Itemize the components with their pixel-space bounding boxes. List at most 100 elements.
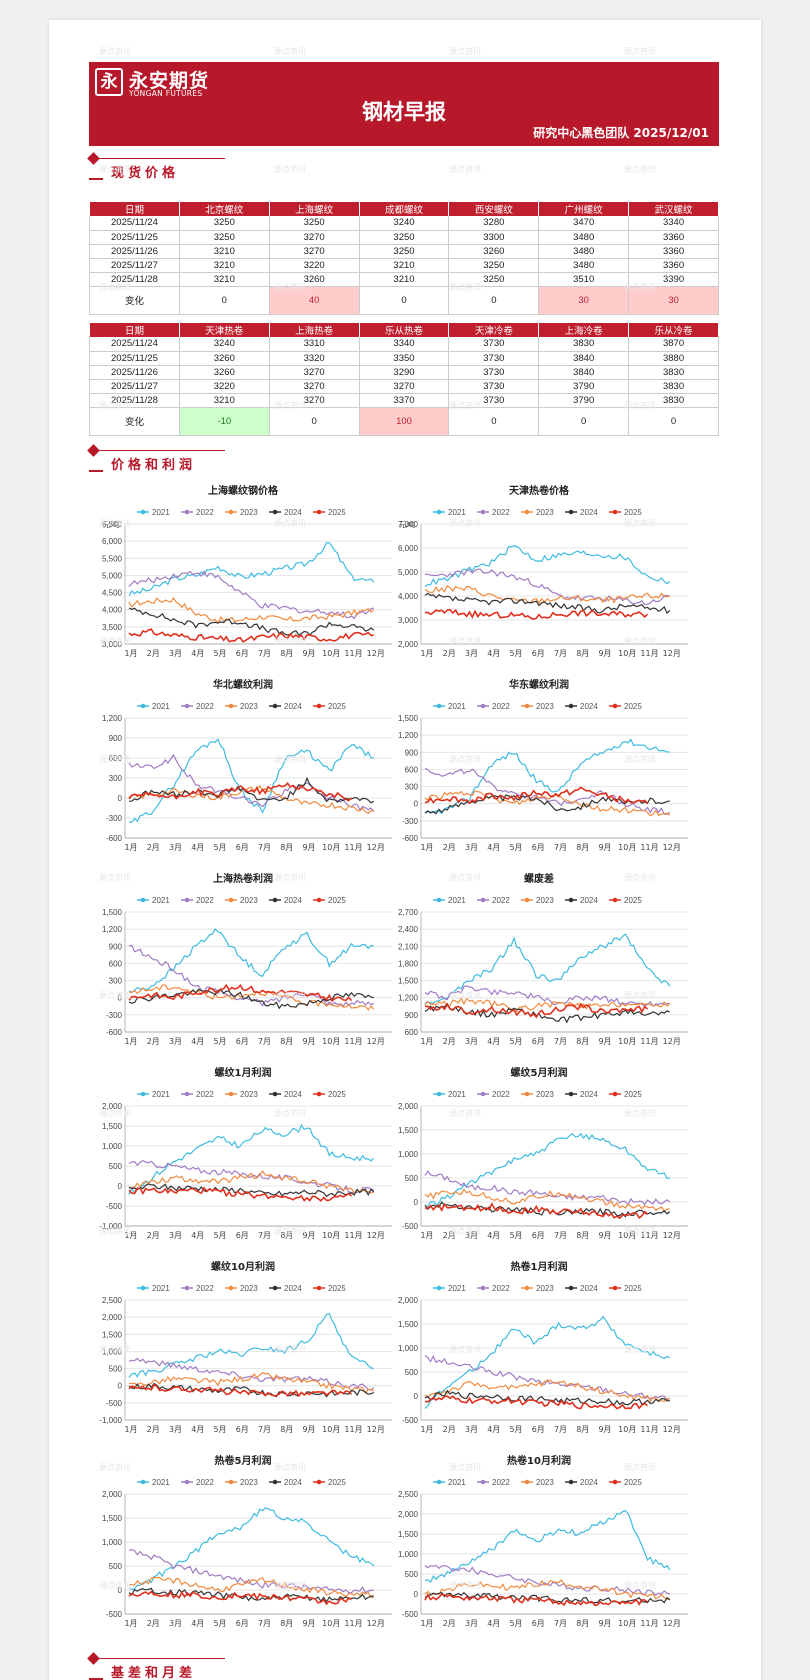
x-tick-label: 6月 [236,1231,249,1240]
legend-marker-icon [436,1285,442,1291]
y-tick-label: 1,000 [102,1538,123,1547]
logo-name-en: YONGAN FUTURES [129,89,203,98]
x-tick-label: 7月 [554,1037,567,1046]
x-tick-label: 1月 [124,1619,137,1628]
table-cell: 3240 [358,216,450,231]
legend-marker-icon [612,897,618,903]
table-cell: 3250 [358,230,450,245]
x-tick-label: 12月 [663,649,681,658]
section-divider [93,1658,225,1659]
watermark: 源点资讯 [99,873,131,882]
y-tick-label: -500 [402,1222,419,1231]
section-divider [93,450,225,451]
profit-chart: 天津热卷价格 2021 2022 2023 2024 2025 元/吨 2,000 3,000 4… [381,482,696,672]
chart-title: 热卷1月利润 [511,1260,568,1273]
table-cell: 2025/11/27 [89,379,180,394]
column-header: 上海螺纹 [268,201,360,216]
table-cell: 3250 [178,230,270,245]
legend-label: 2021 [152,1478,170,1487]
legend-marker-icon [524,509,530,515]
legend-label: 2021 [448,1284,466,1293]
x-tick-label: 8月 [576,1231,589,1240]
chart-svg: 螺废差 2021 2022 2023 2024 2025 600 900 1,200 1,500 1… [398,872,688,1046]
x-tick-label: 3月 [169,843,182,852]
series-line-2021 [128,1312,374,1378]
y-tick-label: 1,200 [398,731,419,740]
legend-marker-icon [436,1091,442,1097]
x-tick-label: 4月 [487,843,500,852]
y-tick-label: 1,000 [102,1347,123,1356]
change-cell: 40 [268,286,360,315]
series-line-2022 [128,1549,374,1594]
chart-title: 螺废差 [524,872,554,885]
x-tick-label: 1月 [420,1037,433,1046]
table-cell: 2025/11/25 [89,351,180,366]
legend-marker-icon [524,1091,530,1097]
y-tick-label: 500 [109,1562,123,1571]
legend-label: 2022 [492,508,510,517]
y-tick-label: 3,000 [398,616,419,625]
x-tick-label: 10月 [618,1231,636,1240]
legend-label: 2021 [448,1090,466,1099]
chart-svg: 上海螺纹钢价格 2021 2022 2023 2024 2025 元/吨 3,000 3,500… [102,484,392,658]
legend-label: 2024 [284,702,302,711]
series-line-2025 [424,1002,649,1019]
column-header: 乐从热卷 [358,322,450,337]
x-tick-label: 2月 [443,1425,456,1434]
legend-marker-icon [184,509,190,515]
table-cell: 3260 [178,365,270,380]
legend-label: 2022 [196,1284,214,1293]
table-cell: 3310 [268,337,360,352]
x-tick-label: 8月 [280,1425,293,1434]
change-cell: 30 [538,286,630,315]
x-tick-label: 7月 [258,1425,271,1434]
watermark: 源点资讯 [449,873,481,882]
x-tick-label: 9月 [302,649,315,658]
report-banner: 永 永安期货 YONGAN FUTURES 钢材早报 研究中心黑色团队 2025… [89,62,719,146]
series-line-2022 [424,568,670,606]
watermark: 源点资讯 [274,47,306,56]
legend-label: 2023 [240,508,258,517]
change-cell: 0 [538,407,630,436]
y-tick-label: 0 [414,1590,419,1599]
x-tick-label: 4月 [487,1425,500,1434]
section-underline [89,178,103,180]
watermark: 源点资讯 [274,165,306,174]
section-title: 基差和月差 [111,1666,197,1680]
watermark: 源点资讯 [624,1463,656,1472]
legend-marker-icon [568,1091,574,1097]
x-tick-label: 5月 [213,649,226,658]
series-line-2021 [128,1507,375,1591]
watermark: 源点资讯 [449,283,481,292]
x-tick-label: 8月 [280,1231,293,1240]
series-line-2025 [424,1395,648,1410]
section-diamond-icon [87,444,100,457]
x-tick-label: 3月 [465,649,478,658]
chart-title: 螺纹1月利润 [215,1066,272,1079]
legend-label: 2023 [240,896,258,905]
legend-marker-icon [316,509,322,515]
y-tick-label: -1,000 [99,1222,122,1231]
table-cell: 3240 [178,337,270,352]
legend-marker-icon [184,1479,190,1485]
x-tick-label: 3月 [169,1231,182,1240]
watermark: 源点资讯 [274,873,306,882]
profit-chart: 华东螺纹利润 2021 2022 2023 2024 2025 -600 -300 0 300 60… [381,676,696,866]
y-tick-label: 1,500 [398,1530,419,1539]
series-line-2023 [424,997,671,1013]
x-tick-label: 1月 [124,1037,137,1046]
legend-marker-icon [140,1285,146,1291]
legend-label: 2025 [328,1478,346,1487]
y-tick-label: 2,000 [398,1510,419,1519]
legend-marker-icon [568,1285,574,1291]
x-tick-label: 12月 [663,1619,681,1628]
change-cell: -10 [178,407,270,436]
series-line-2022 [424,985,670,1008]
x-tick-label: 11月 [344,843,362,852]
table-cell: 3270 [268,365,360,380]
coil-spot-table: 日期 天津热卷 上海热卷 乐从热卷 天津冷卷 上海冷卷 乐从冷卷 2025/11/24 3240… [89,322,719,436]
watermark: 源点资讯 [449,637,481,646]
y-tick-label: 2,700 [398,908,419,917]
table-cell: 2025/11/26 [89,365,180,380]
x-tick-label: 7月 [554,1425,567,1434]
